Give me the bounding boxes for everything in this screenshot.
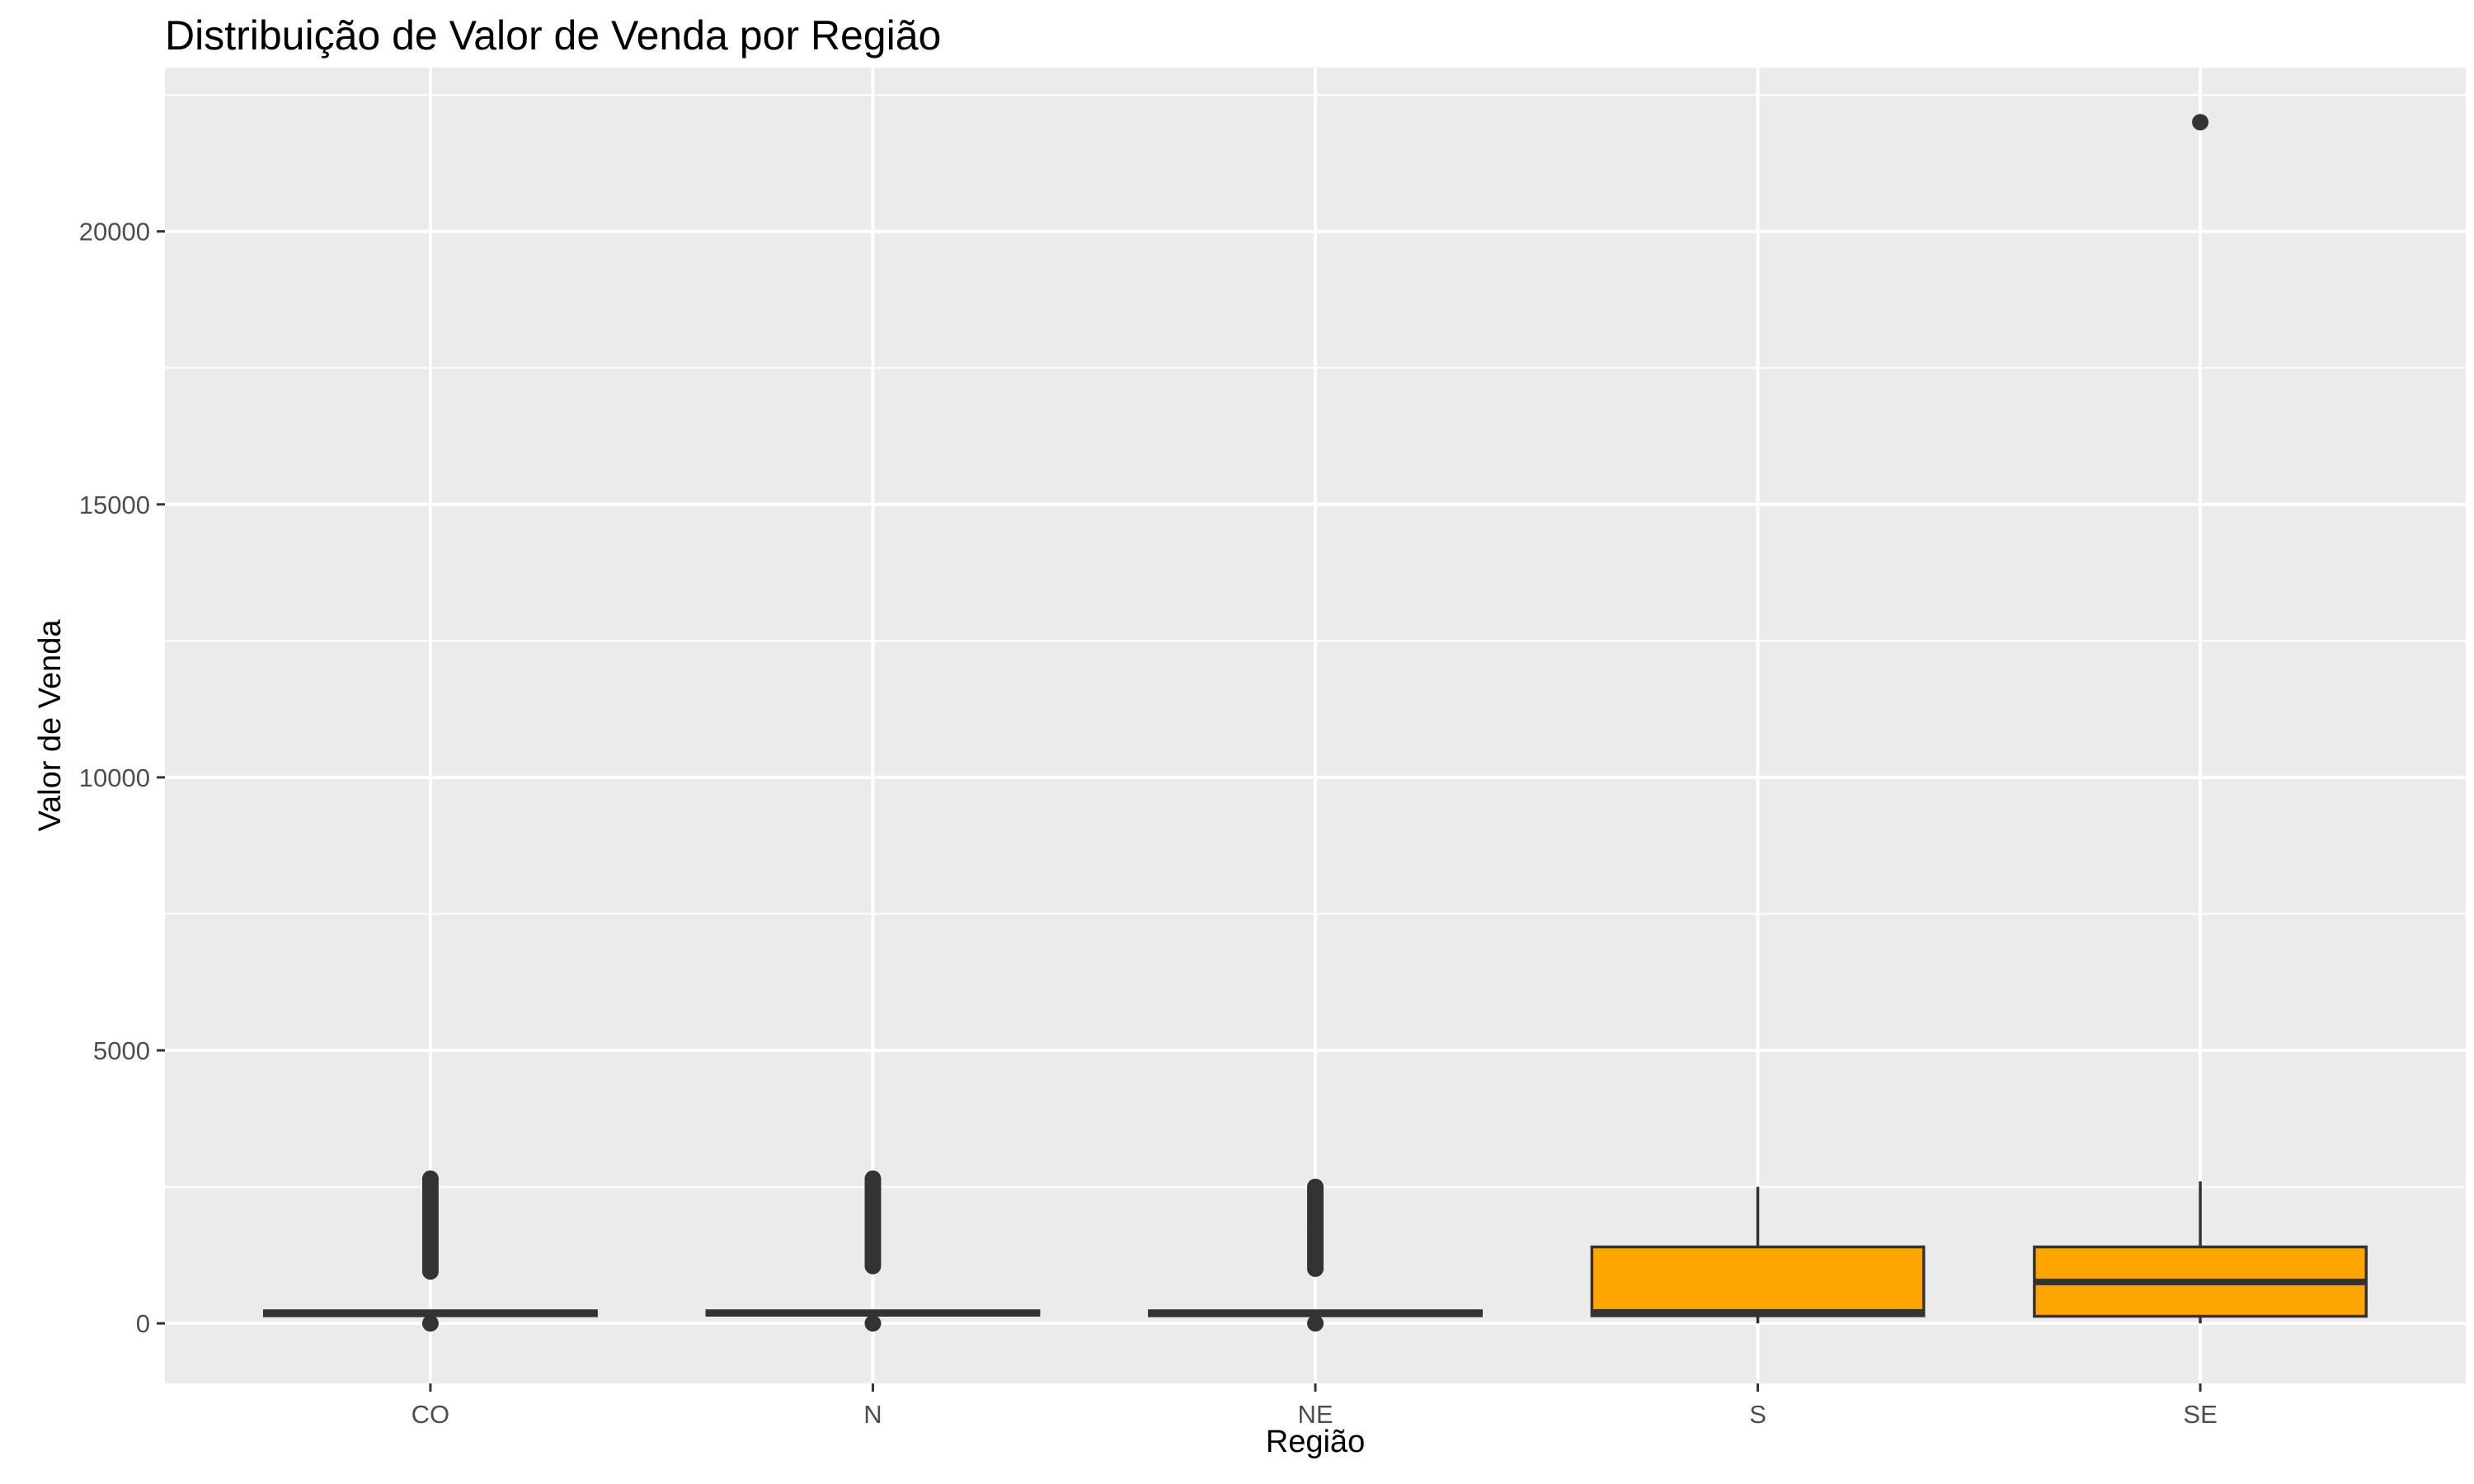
outlier-point (1307, 1315, 1324, 1332)
x-axis: CO N NE S SE (412, 1383, 2218, 1429)
y-tick-label: 10000 (79, 763, 150, 792)
outlier-point (421, 1170, 439, 1187)
boxes (262, 114, 2368, 1332)
box-se (2033, 114, 2368, 1324)
outlier-point (864, 1170, 882, 1187)
grid-major (165, 68, 2466, 1383)
box-co (262, 1170, 598, 1332)
box-n (705, 1170, 1041, 1332)
x-axis-label: Região (1265, 1425, 1366, 1459)
x-tick-label: NE (1297, 1400, 1333, 1429)
outlier-point (421, 1315, 439, 1332)
y-tick-label: 15000 (79, 491, 150, 519)
outlier-point (2192, 114, 2209, 131)
y-axis: 0 5000 10000 15000 20000 (79, 218, 165, 1338)
x-tick-label: N (863, 1400, 882, 1429)
x-tick-label: SE (2183, 1400, 2217, 1429)
y-tick-label: 0 (136, 1309, 150, 1338)
x-tick-label: S (1749, 1400, 1766, 1429)
y-tick-label: 5000 (93, 1036, 150, 1065)
y-tick-label: 20000 (79, 218, 150, 247)
outlier-point (1307, 1178, 1324, 1195)
y-axis-label: Valor de Venda (33, 619, 68, 832)
x-tick-label: CO (412, 1400, 450, 1429)
chart-title: Distribuição de Valor de Venda por Regiã… (165, 12, 942, 59)
box-ne (1148, 1178, 1483, 1332)
box-iqr (1590, 1245, 1926, 1317)
box-s (1590, 1186, 1926, 1324)
outlier-point (864, 1315, 882, 1332)
